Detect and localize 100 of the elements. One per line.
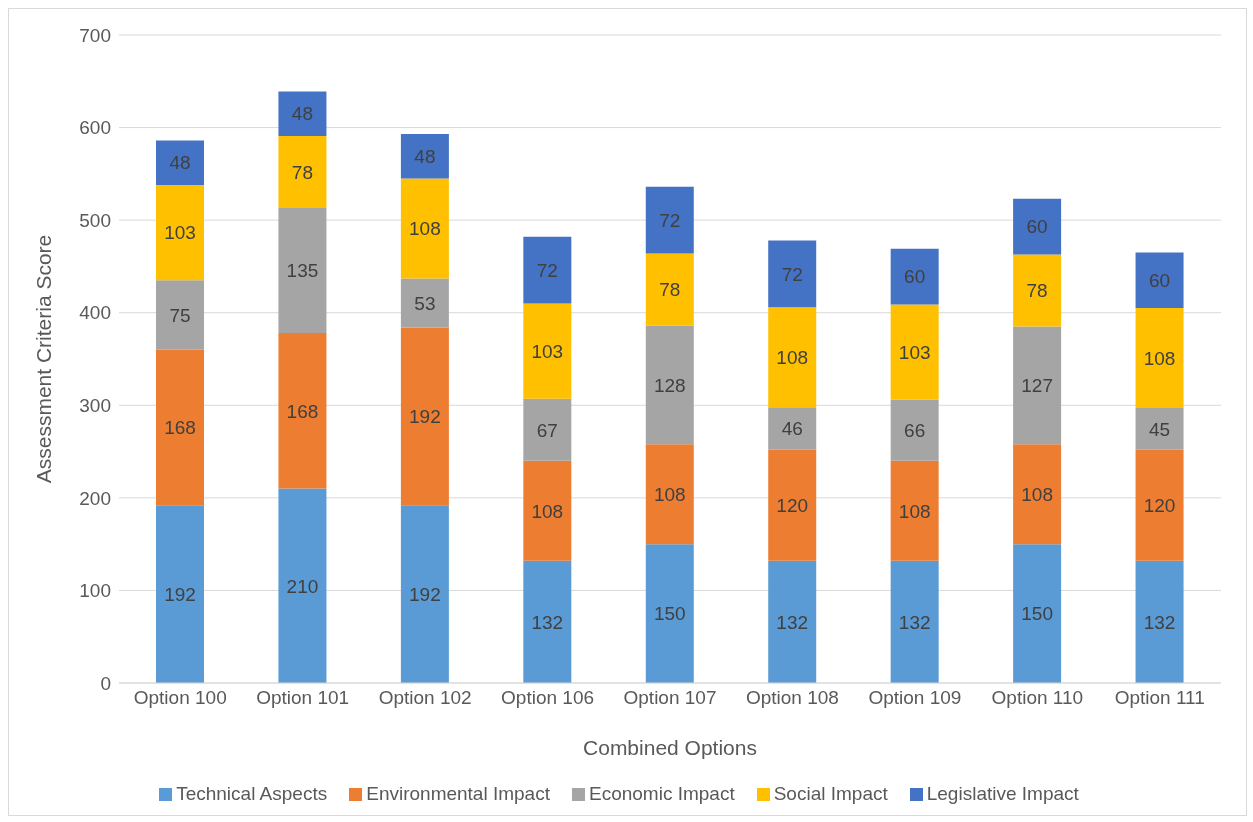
bar xyxy=(1135,252,1184,309)
bar xyxy=(523,460,572,561)
data-label: 132 xyxy=(776,611,809,633)
bar xyxy=(156,505,204,683)
data-label: 67 xyxy=(536,419,558,441)
bar xyxy=(400,178,449,279)
bar xyxy=(768,240,817,308)
y-tick-label: 300 xyxy=(79,395,111,417)
bar xyxy=(1135,408,1184,450)
bar xyxy=(768,449,817,561)
legend-label: Environmental Impact xyxy=(366,783,550,804)
data-label: 108 xyxy=(531,500,564,522)
data-label: 210 xyxy=(286,575,319,597)
y-tick-label: 600 xyxy=(79,117,111,139)
legend-label: Technical Aspects xyxy=(176,783,328,804)
data-label: 150 xyxy=(1021,603,1053,625)
y-tick-label: 0 xyxy=(100,672,111,694)
bar xyxy=(645,186,694,254)
bar xyxy=(400,134,449,179)
data-label: 72 xyxy=(536,259,558,281)
bar xyxy=(890,560,939,683)
data-label: 45 xyxy=(1148,418,1171,440)
data-label: 192 xyxy=(164,583,196,605)
y-tick-label: 500 xyxy=(79,209,111,231)
data-label: 48 xyxy=(414,146,436,168)
bar xyxy=(890,248,939,305)
legend-label: Social Impact xyxy=(773,783,888,804)
x-tick-label: Option 111 xyxy=(1114,687,1205,709)
data-label: 46 xyxy=(781,418,803,440)
legend-label: Legislative Impact xyxy=(926,783,1079,804)
bar xyxy=(523,303,572,399)
bar xyxy=(1013,326,1062,445)
bar xyxy=(890,460,939,561)
data-label: 120 xyxy=(1143,495,1176,517)
x-tick-label: Option 102 xyxy=(378,687,472,709)
data-label: 78 xyxy=(1026,280,1048,302)
bar xyxy=(768,307,817,408)
bar xyxy=(768,560,817,683)
bar xyxy=(1013,444,1062,545)
data-label: 78 xyxy=(291,161,314,183)
data-label: 127 xyxy=(1021,375,1053,397)
x-tick-label: Option 101 xyxy=(256,687,350,709)
bar xyxy=(278,333,327,489)
bar xyxy=(1135,560,1184,683)
data-label: 103 xyxy=(531,340,564,362)
y-tick-label: 100 xyxy=(79,580,111,602)
data-label: 48 xyxy=(169,152,191,174)
bar xyxy=(400,278,449,328)
data-label: 66 xyxy=(904,420,926,442)
bar xyxy=(156,184,204,281)
bar xyxy=(890,304,939,400)
data-label: 108 xyxy=(1143,347,1176,369)
bar xyxy=(1135,308,1184,409)
data-label: 150 xyxy=(653,603,686,625)
data-label: 103 xyxy=(164,222,196,244)
x-tick-label: Option 100 xyxy=(133,687,227,709)
bar xyxy=(278,208,327,334)
x-tick-label: Option 110 xyxy=(991,687,1084,709)
bar xyxy=(400,327,449,506)
bar xyxy=(1013,198,1062,255)
bar xyxy=(645,253,694,326)
x-tick-label: Option 107 xyxy=(623,687,717,709)
data-label: 103 xyxy=(898,341,931,363)
data-label: 72 xyxy=(659,209,681,231)
data-label: 60 xyxy=(904,266,926,288)
y-tick-label: 700 xyxy=(79,24,111,46)
bar xyxy=(1135,449,1184,561)
data-label: 60 xyxy=(1026,216,1048,238)
bar xyxy=(645,544,694,683)
data-label: 168 xyxy=(286,400,319,422)
data-label: 132 xyxy=(531,611,564,633)
data-label: 108 xyxy=(776,346,809,368)
y-tick-label: 400 xyxy=(79,302,111,324)
data-label: 60 xyxy=(1148,270,1171,292)
bar xyxy=(1013,544,1062,683)
data-label: 48 xyxy=(291,103,314,125)
x-tick-label: Option 109 xyxy=(868,687,962,709)
data-label: 192 xyxy=(409,406,441,428)
data-label: 108 xyxy=(898,500,931,522)
bar xyxy=(400,505,449,683)
x-tick-label: Option 106 xyxy=(501,687,595,709)
data-label: 132 xyxy=(898,611,931,633)
data-label: 78 xyxy=(659,279,681,301)
bar xyxy=(278,91,327,136)
bar xyxy=(156,140,204,185)
data-label: 108 xyxy=(653,483,686,505)
y-axis-title: Assessment Criteria Score xyxy=(32,234,56,484)
data-label: 192 xyxy=(409,583,441,605)
bar xyxy=(523,398,572,461)
bar xyxy=(768,407,817,450)
data-label: 75 xyxy=(169,304,191,326)
bar xyxy=(156,349,204,506)
x-tick-label: Option 108 xyxy=(745,687,839,709)
x-axis-title: Combined Options xyxy=(583,736,757,759)
data-label: 120 xyxy=(776,495,809,517)
y-tick-label: 200 xyxy=(79,487,111,509)
bar xyxy=(278,135,327,209)
data-label: 135 xyxy=(286,260,319,282)
data-label: 132 xyxy=(1143,611,1176,633)
legend-label: Economic Impact xyxy=(588,783,735,804)
